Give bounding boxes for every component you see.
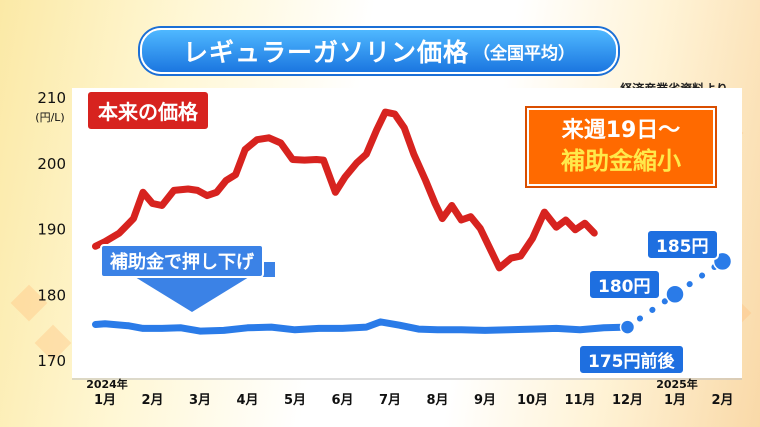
badge-175: 175円前後 <box>578 344 685 375</box>
x-tick-label: 1月 <box>94 393 116 408</box>
callout-line1: 来週19日〜 <box>561 118 681 143</box>
forecast-point <box>619 319 636 335</box>
x-tick-label: 12月 <box>612 393 643 408</box>
x-tick-label: 1月 <box>664 393 686 408</box>
subsidy-label: 補助金で押し下げ <box>100 244 264 278</box>
x-tick-label: 5月 <box>284 393 306 408</box>
x-tick-label: 2月 <box>711 393 733 408</box>
x-tick-label: 4月 <box>236 393 258 408</box>
x-tick-label: 2月 <box>141 393 163 408</box>
y-tick-label: 190 <box>37 221 66 239</box>
y-tick-label: 170 <box>37 352 66 370</box>
callout-line2: 補助金縮小 <box>561 147 681 175</box>
y-axis-unit: (円/L) <box>35 111 64 124</box>
chart-title: レギュラーガソリン価格 （全国平均） <box>140 28 618 74</box>
chart-title-main: レギュラーガソリン価格 <box>182 38 469 67</box>
series-line-0 <box>92 108 598 272</box>
x-tick-label: 9月 <box>474 393 496 408</box>
x-tick-year: 2025年 <box>656 377 698 391</box>
badge-185: 185円 <box>646 229 719 260</box>
forecast-point <box>665 284 685 304</box>
x-tick-label: 11月 <box>564 393 595 408</box>
y-tick-label: 210 <box>37 89 66 107</box>
x-tick-year: 2024年 <box>86 377 128 391</box>
x-tick-label: 6月 <box>331 393 353 408</box>
x-tick-label: 7月 <box>379 393 401 408</box>
x-tick-label: 3月 <box>189 393 211 408</box>
y-tick-label: 200 <box>37 155 66 173</box>
x-tick-label: 10月 <box>517 393 548 408</box>
original-price-label: 本来の価格 <box>88 92 208 129</box>
chart-title-sub: （全国平均） <box>473 43 575 64</box>
x-axis: 1月 2024年 2月 3月 4月 5月 6月 7月 8月 9月 10月 11月 12月 1月 2025年 2… <box>72 377 742 408</box>
y-tick-label: 180 <box>37 286 66 304</box>
series-line-1 <box>92 318 631 335</box>
y-axis: 170 180 190 200 210 (円/L) <box>35 89 66 370</box>
badge-180: 180円 <box>588 269 661 300</box>
subsidy-callout: 来週19日〜 補助金縮小 <box>527 108 715 186</box>
x-tick-label: 8月 <box>426 393 448 408</box>
